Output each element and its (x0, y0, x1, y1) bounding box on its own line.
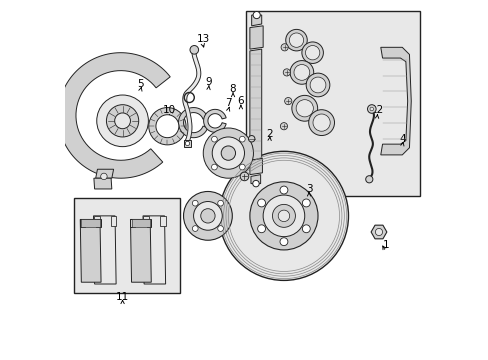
Text: 3: 3 (305, 184, 312, 194)
Text: 6: 6 (237, 96, 244, 107)
Circle shape (312, 114, 329, 131)
Circle shape (97, 95, 148, 147)
Text: 13: 13 (196, 34, 209, 44)
Circle shape (148, 108, 185, 145)
Text: 9: 9 (205, 77, 211, 87)
Text: 7: 7 (224, 98, 231, 108)
Polygon shape (81, 220, 100, 226)
Circle shape (156, 115, 179, 138)
Circle shape (221, 146, 235, 160)
Circle shape (305, 45, 319, 60)
Bar (246, 12, 419, 196)
Bar (183, 140, 191, 147)
Polygon shape (96, 169, 113, 178)
Circle shape (239, 164, 244, 170)
Polygon shape (250, 175, 260, 184)
Circle shape (248, 135, 254, 142)
Circle shape (252, 180, 259, 187)
Polygon shape (142, 216, 149, 226)
Circle shape (217, 200, 223, 206)
Polygon shape (93, 216, 116, 284)
Polygon shape (249, 26, 263, 49)
Circle shape (253, 12, 260, 19)
Circle shape (278, 210, 289, 222)
Polygon shape (80, 220, 101, 282)
Circle shape (203, 128, 253, 178)
Circle shape (369, 107, 373, 111)
Circle shape (192, 200, 198, 206)
Circle shape (280, 186, 287, 194)
Circle shape (212, 137, 244, 169)
Circle shape (240, 172, 248, 181)
Text: 2: 2 (266, 129, 272, 139)
Polygon shape (249, 158, 262, 175)
Circle shape (301, 42, 323, 63)
Circle shape (289, 60, 313, 84)
Circle shape (285, 30, 306, 51)
Circle shape (375, 228, 382, 235)
Polygon shape (249, 49, 261, 160)
Text: 8: 8 (229, 84, 236, 94)
Circle shape (305, 73, 329, 97)
Polygon shape (131, 220, 150, 226)
Polygon shape (203, 109, 226, 132)
Polygon shape (80, 220, 85, 226)
Circle shape (211, 136, 217, 142)
Polygon shape (370, 225, 386, 239)
Circle shape (302, 199, 309, 207)
Polygon shape (96, 220, 101, 226)
Polygon shape (58, 53, 170, 178)
Circle shape (367, 105, 375, 113)
Polygon shape (94, 178, 112, 189)
Circle shape (291, 95, 317, 121)
Text: 4: 4 (398, 134, 405, 144)
Circle shape (309, 77, 325, 93)
Circle shape (190, 45, 198, 54)
Circle shape (293, 64, 309, 80)
Polygon shape (142, 216, 165, 284)
Text: 12: 12 (370, 105, 383, 116)
Circle shape (257, 199, 265, 207)
Circle shape (192, 226, 198, 231)
Text: 1: 1 (382, 240, 388, 250)
Circle shape (217, 226, 223, 231)
Circle shape (280, 238, 287, 246)
Circle shape (101, 173, 107, 180)
Circle shape (263, 195, 304, 237)
Circle shape (193, 202, 222, 230)
Circle shape (201, 209, 215, 223)
Circle shape (219, 151, 348, 280)
Circle shape (281, 44, 287, 51)
Circle shape (302, 225, 309, 233)
Polygon shape (110, 216, 116, 226)
Circle shape (249, 182, 317, 250)
Circle shape (211, 164, 217, 170)
Circle shape (257, 225, 265, 233)
Circle shape (365, 176, 372, 183)
Circle shape (296, 100, 313, 117)
Circle shape (272, 204, 295, 227)
Polygon shape (130, 220, 135, 226)
Text: 5: 5 (137, 78, 143, 89)
Polygon shape (130, 220, 151, 282)
Polygon shape (251, 15, 261, 26)
Circle shape (284, 98, 291, 105)
Bar (74, 198, 180, 293)
Circle shape (185, 141, 189, 145)
Circle shape (308, 110, 334, 135)
Polygon shape (146, 220, 151, 226)
Polygon shape (93, 216, 100, 226)
Circle shape (115, 113, 130, 129)
Circle shape (280, 123, 287, 130)
Circle shape (239, 136, 244, 142)
Polygon shape (160, 216, 165, 226)
Polygon shape (380, 47, 410, 155)
Circle shape (106, 105, 139, 137)
Circle shape (183, 192, 232, 240)
Text: 11: 11 (116, 292, 129, 302)
Polygon shape (178, 108, 207, 138)
Circle shape (283, 69, 290, 76)
Text: 10: 10 (163, 105, 175, 116)
Circle shape (289, 33, 303, 47)
